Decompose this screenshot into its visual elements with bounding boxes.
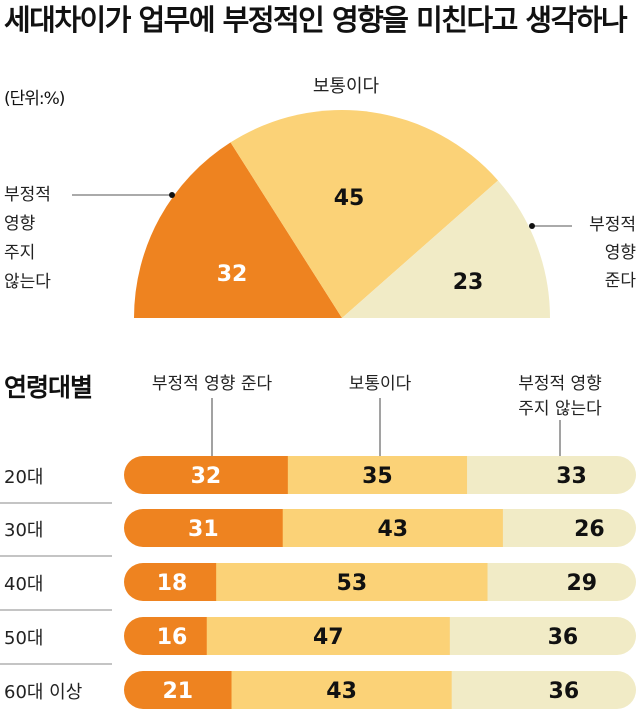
bar-value-label: 47	[313, 625, 344, 650]
series-label: 부정적 영향	[518, 374, 602, 394]
series-label: 보통이다	[349, 374, 412, 394]
pie-category-label: 부정적	[589, 215, 636, 235]
pie-category-label: 주지	[4, 243, 35, 263]
bar-segment	[502, 509, 636, 547]
pie-category-label: 영향	[605, 243, 636, 263]
bar-value-label: 21	[162, 679, 193, 704]
bar-value-label: 35	[362, 464, 393, 489]
chart-title: 세대차이가 업무에 부정적인 영향을 미친다고 생각하나	[4, 3, 628, 37]
bar-value-label: 33	[556, 464, 587, 489]
category-label: 60대 이상	[4, 682, 82, 703]
bar-segment	[216, 563, 489, 601]
pie-category-label: 영향	[4, 214, 35, 234]
bar-value-label: 36	[549, 679, 580, 704]
bar-segment	[124, 563, 217, 601]
pie-value-label: 45	[334, 186, 365, 211]
pie-value-label: 23	[453, 270, 484, 295]
series-label: 주지 않는다	[518, 399, 602, 419]
category-label: 50대	[4, 628, 43, 649]
bar-value-label: 36	[548, 625, 579, 650]
pie-category-label: 않는다	[4, 272, 51, 292]
leader-dot	[169, 192, 175, 198]
bar-value-label: 32	[191, 464, 222, 489]
pie-slice	[230, 109, 499, 319]
bar-value-label: 18	[157, 571, 188, 596]
bar-segment	[124, 456, 289, 494]
pie-value-label: 32	[217, 262, 248, 287]
bar-segment	[124, 671, 233, 709]
pie-category-label: 부정적	[4, 185, 51, 205]
bar-value-label: 26	[574, 517, 605, 542]
unit-label: (단위:%)	[4, 89, 65, 109]
pie-category-label: 보통이다	[313, 76, 380, 97]
bar-segment	[449, 617, 636, 655]
bar-value-label: 43	[326, 679, 357, 704]
leader-dot	[529, 223, 535, 229]
bar-segment	[487, 563, 636, 601]
pie-slice	[134, 142, 342, 318]
bar-value-label: 16	[157, 625, 188, 650]
category-label: 40대	[4, 574, 43, 595]
bar-segment	[287, 456, 468, 494]
bar-segment	[206, 617, 451, 655]
bar-segment	[282, 509, 504, 547]
bar-segment	[124, 617, 208, 655]
pie-slice	[342, 180, 550, 318]
category-label: 30대	[4, 520, 43, 541]
category-label: 20대	[4, 467, 43, 488]
bar-value-label: 53	[337, 571, 368, 596]
bar-value-label: 29	[566, 571, 597, 596]
bar-segment	[231, 671, 453, 709]
bar-value-label: 43	[377, 517, 408, 542]
bar-chart-title: 연령대별	[4, 373, 92, 402]
bar-value-label: 31	[188, 517, 219, 542]
bar-segment	[124, 509, 284, 547]
series-label: 부정적 영향 준다	[152, 374, 273, 394]
bar-segment	[451, 671, 636, 709]
bar-segment	[467, 456, 636, 494]
pie-category-label: 준다	[605, 271, 637, 291]
